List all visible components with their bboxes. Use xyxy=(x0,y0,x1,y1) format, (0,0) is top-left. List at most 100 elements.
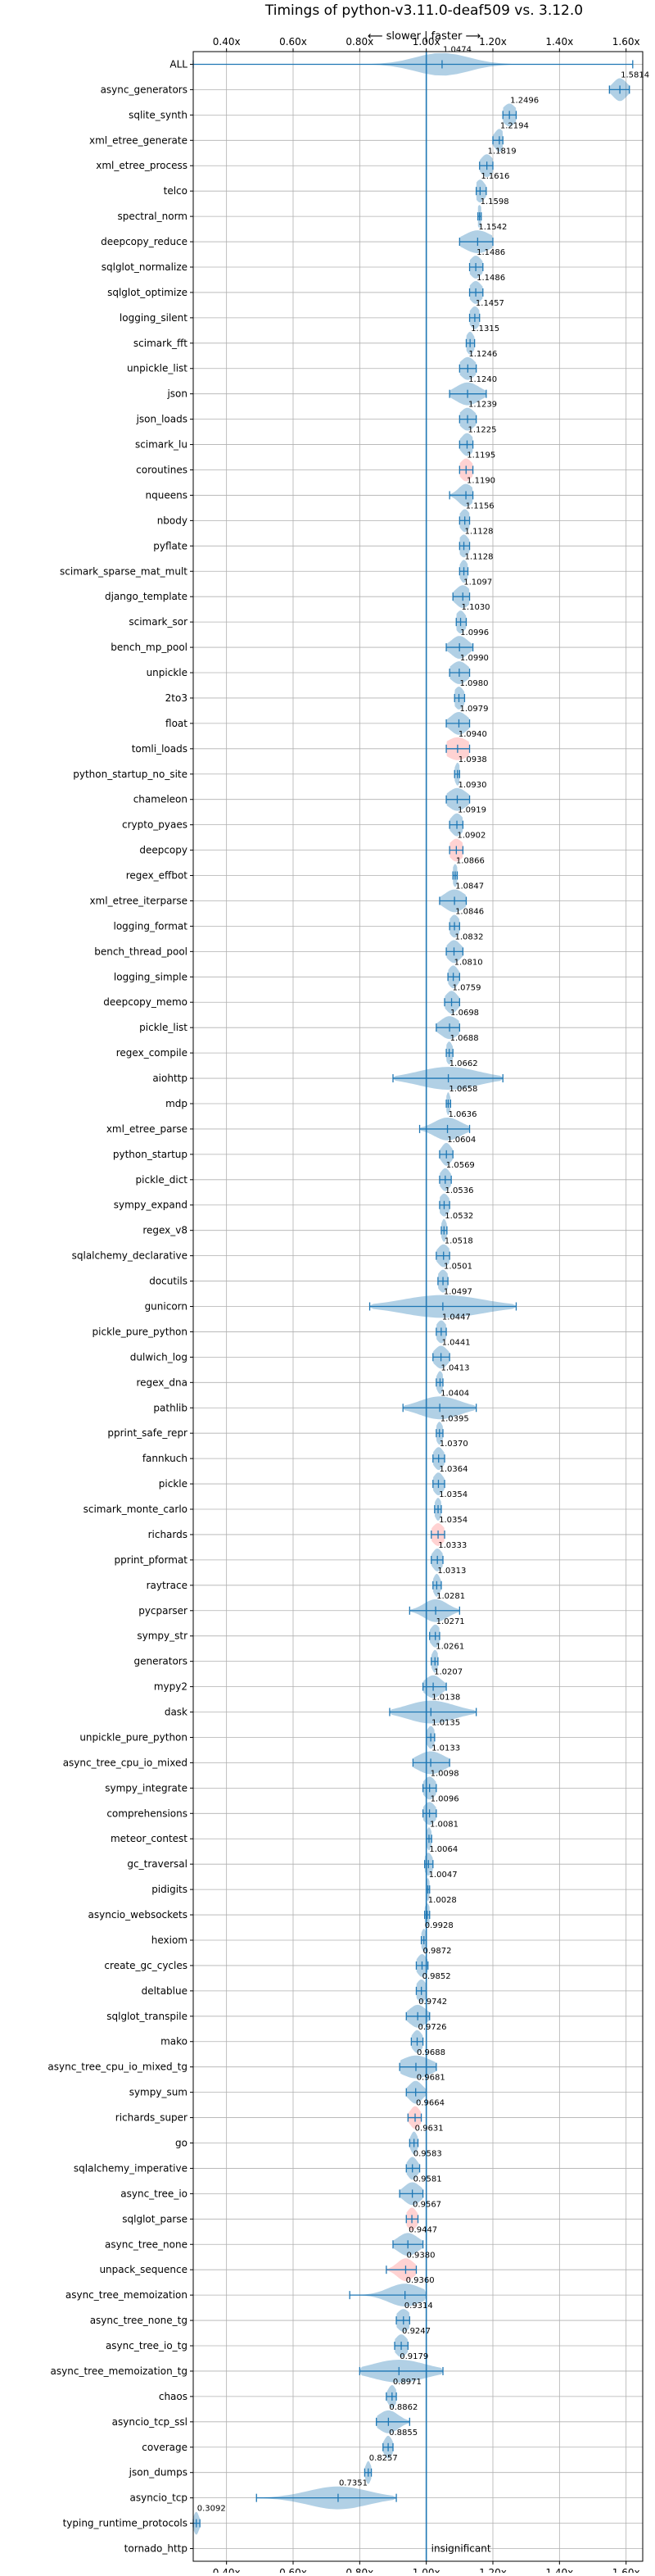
benchmark-label: coroutines xyxy=(136,465,187,476)
benchmark-label: regex_effbot xyxy=(126,870,188,882)
benchmark-label: sqlalchemy_declarative xyxy=(72,1250,187,1262)
value-label: 1.0636 xyxy=(449,1110,477,1119)
benchmark-label: coverage xyxy=(142,2442,187,2453)
value-label: 1.0569 xyxy=(446,1161,475,1170)
benchmark-label: unpack_sequence xyxy=(99,2264,187,2275)
benchmark-label: json xyxy=(166,388,187,400)
value-label: 0.9360 xyxy=(406,2276,435,2285)
value-label: 1.2194 xyxy=(500,121,529,130)
value-label: 0.3092 xyxy=(197,2505,226,2514)
insignificant-label: insignificant xyxy=(431,2543,491,2555)
chart-subtitle: ⟵ slower | faster ⟶ xyxy=(368,30,481,43)
benchmark-label: typing_runtime_protocols xyxy=(63,2518,187,2529)
value-label: 0.9179 xyxy=(400,2352,428,2361)
benchmark-label: deepcopy xyxy=(139,845,187,856)
benchmark-label: mdp xyxy=(165,1098,187,1109)
value-label: 1.1128 xyxy=(465,527,494,536)
benchmark-label: async_tree_io_tg xyxy=(106,2340,187,2352)
benchmark-label: python_startup_no_site xyxy=(73,769,187,780)
value-label: 1.0688 xyxy=(450,1034,479,1043)
benchmark-label: float xyxy=(165,718,187,729)
benchmark-label: scimark_monte_carlo xyxy=(84,1503,187,1515)
value-label: 1.0866 xyxy=(456,857,485,866)
value-label: 1.1156 xyxy=(466,501,495,510)
benchmark-label: deepcopy_reduce xyxy=(101,236,187,247)
benchmark-label: async_tree_cpu_io_mixed xyxy=(63,1757,187,1768)
value-label: 0.8257 xyxy=(369,2454,398,2463)
value-label: 1.1195 xyxy=(467,451,495,460)
value-label: 1.0370 xyxy=(440,1440,468,1449)
benchmark-label: xml_etree_generate xyxy=(89,134,187,146)
value-label: 1.0413 xyxy=(440,1363,469,1372)
benchmark-label: regex_dna xyxy=(136,1376,187,1388)
benchmark-label: pprint_pformat xyxy=(115,1554,188,1566)
benchmark-label: sympy_sum xyxy=(129,2087,187,2098)
x-tick-label-bottom: 1.20x xyxy=(479,2567,507,2573)
benchmark-label: xml_etree_parse xyxy=(106,1123,187,1135)
benchmark-label: pickle xyxy=(159,1478,187,1490)
value-label: 0.9380 xyxy=(406,2251,435,2260)
benchmark-label: crypto_pyaes xyxy=(122,819,187,831)
value-label: 1.1819 xyxy=(488,147,517,156)
benchmark-label: pprint_safe_repr xyxy=(107,1427,187,1439)
value-label: 0.9726 xyxy=(418,2023,447,2032)
benchmark-label: async_tree_cpu_io_mixed_tg xyxy=(47,2061,187,2073)
value-label: 1.0395 xyxy=(440,1414,469,1423)
benchmark-label: regex_v8 xyxy=(142,1225,187,1236)
benchmark-label: fannkuch xyxy=(142,1453,187,1464)
x-tick-label-bottom: 0.80x xyxy=(346,2567,373,2573)
benchmark-label: sqlglot_normalize xyxy=(102,261,187,273)
value-label: 0.7351 xyxy=(339,2479,368,2488)
value-label: 1.0846 xyxy=(455,907,484,916)
benchmark-label: logging_simple xyxy=(114,971,187,982)
benchmark-label: nqueens xyxy=(146,489,187,501)
value-label: 1.1240 xyxy=(468,375,497,384)
benchmark-label: scimark_fft xyxy=(133,338,187,349)
benchmark-label: asyncio_tcp xyxy=(129,2492,187,2504)
value-label: 0.9688 xyxy=(417,2048,445,2057)
value-label: 1.1128 xyxy=(465,552,494,561)
benchmark-label: dask xyxy=(165,1707,187,1718)
value-label: 1.0098 xyxy=(431,1769,459,1778)
value-label: 1.0133 xyxy=(431,1744,460,1753)
benchmark-label: chaos xyxy=(159,2391,187,2402)
benchmark-label: logging_silent xyxy=(120,312,187,324)
value-label: 1.0028 xyxy=(428,1896,457,1905)
benchmark-label: deltablue xyxy=(142,1985,187,1997)
benchmark-label: tomli_loads xyxy=(132,743,187,755)
benchmark-label: json_loads xyxy=(136,414,187,425)
benchmark-label: sympy_str xyxy=(137,1630,187,1642)
benchmark-label: async_tree_memoization xyxy=(66,2289,187,2301)
benchmark-label: dulwich_log xyxy=(130,1351,187,1363)
value-label: 1.0281 xyxy=(436,1592,465,1601)
value-label: 1.0261 xyxy=(436,1643,464,1652)
benchmark-label: unpickle_list xyxy=(127,363,187,374)
benchmark-label: sympy_expand xyxy=(114,1200,187,1211)
value-label: 0.9928 xyxy=(425,1921,454,1930)
benchmark-label: scimark_lu xyxy=(135,439,187,451)
value-label: 1.1457 xyxy=(476,299,504,308)
benchmark-label: json_dumps xyxy=(129,2467,187,2478)
value-label: 1.0501 xyxy=(444,1263,472,1272)
benchmark-label: asyncio_tcp_ssl xyxy=(112,2416,187,2428)
value-label: 1.0662 xyxy=(449,1059,478,1068)
x-tick-label-bottom: 0.40x xyxy=(213,2567,241,2573)
benchmark-label: tornado_http xyxy=(124,2543,187,2555)
benchmark-label: richards_super xyxy=(115,2112,187,2124)
value-label: 1.0938 xyxy=(458,755,487,764)
value-label: 1.0333 xyxy=(438,1541,467,1550)
value-label: 1.0518 xyxy=(445,1237,473,1246)
benchmark-label: logging_format xyxy=(113,920,187,932)
value-label: 1.1246 xyxy=(468,350,497,359)
x-tick-label-top: 0.60x xyxy=(279,36,307,48)
x-tick-label-top: 0.80x xyxy=(346,36,373,48)
x-tick-label-bottom: 1.00x xyxy=(413,2567,440,2573)
benchmark-label: create_gc_cycles xyxy=(104,1960,187,1971)
x-tick-label-top: 1.60x xyxy=(612,36,640,48)
benchmark-label: docutils xyxy=(149,1276,187,1287)
value-label: 1.0474 xyxy=(443,46,472,55)
benchmark-label: asyncio_websockets xyxy=(88,1909,187,1921)
value-label: 1.0658 xyxy=(449,1085,477,1094)
x-tick-label-bottom: 1.60x xyxy=(612,2567,640,2573)
benchmark-label: async_tree_none_tg xyxy=(90,2315,187,2326)
